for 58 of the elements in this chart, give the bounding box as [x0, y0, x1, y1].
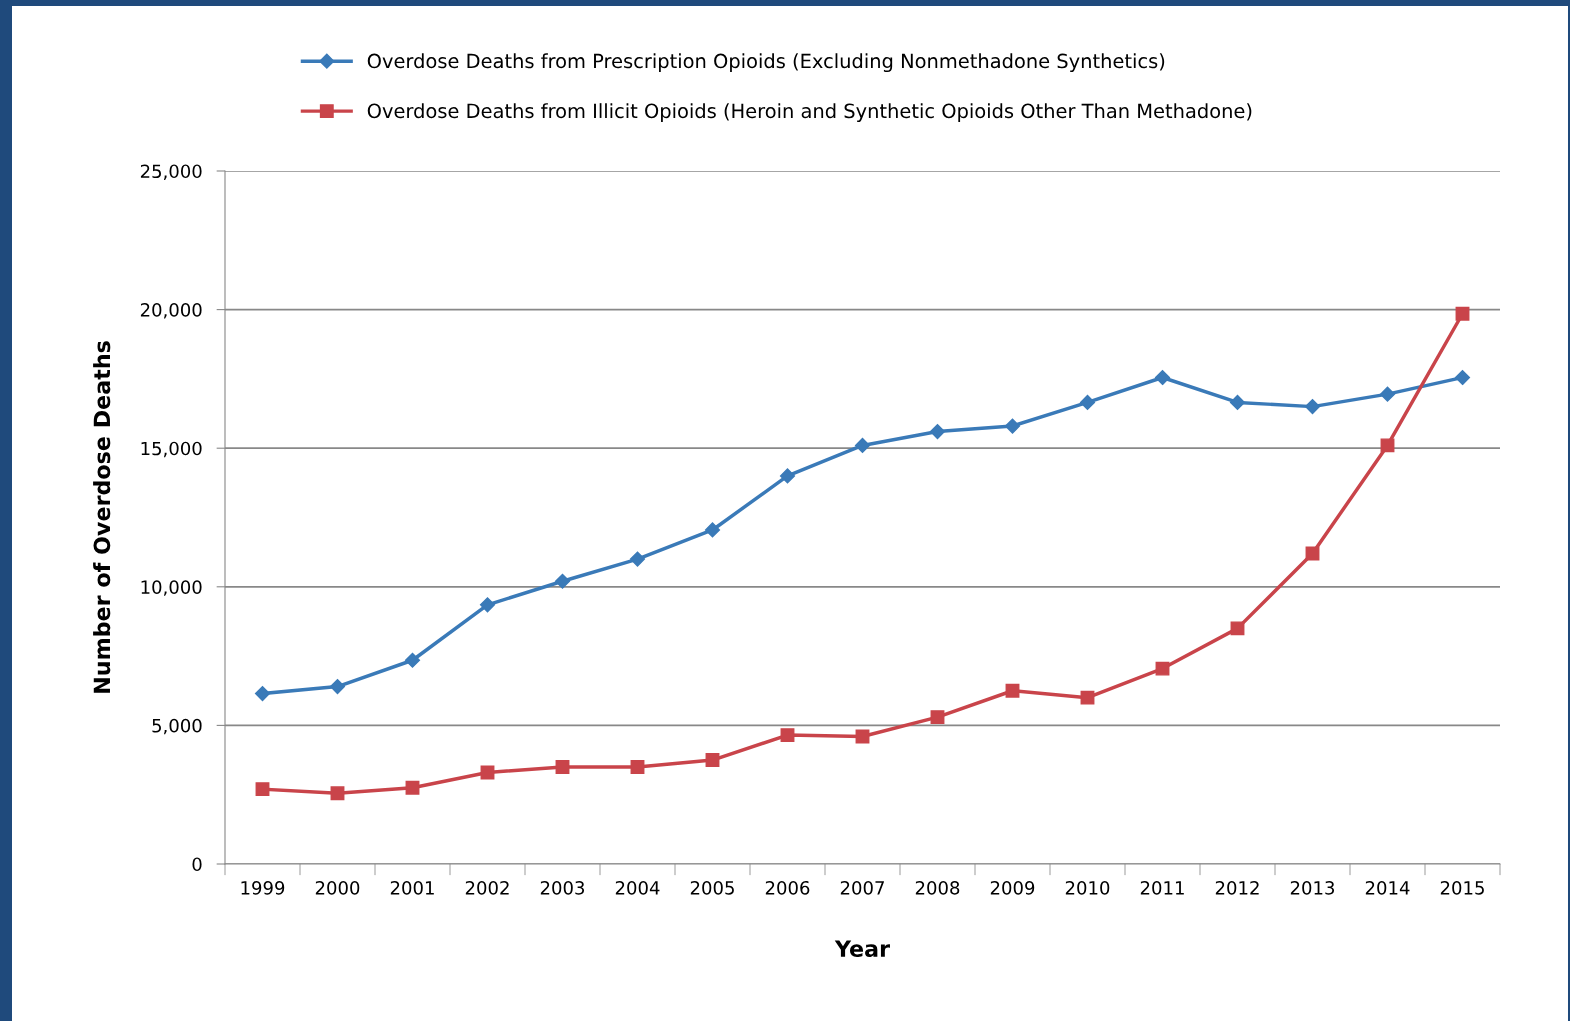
legend-label: Overdose Deaths from Prescription Opioids (Excluding Nonmethadone Synthetics)	[367, 53, 1165, 73]
point	[1380, 438, 1395, 453]
point	[329, 679, 346, 695]
y-tick-label: 15,000	[141, 441, 202, 458]
point	[479, 597, 496, 613]
y-tick-label: 5,000	[152, 718, 202, 735]
legend-label: Overdose Deaths from Illicit Opioids (Heroin and Synthetic Opioids Other Than Methadone)	[367, 103, 1252, 122]
x-tick-label: 2010	[1065, 880, 1110, 895]
x-tick-label: 2001	[390, 880, 434, 895]
y-tick-label: 25,000	[140, 164, 202, 180]
y-tick-label: 20,000	[140, 303, 202, 319]
point	[255, 782, 270, 797]
point	[254, 685, 271, 702]
y-axis-title: Number of Overdose Deaths	[93, 341, 111, 693]
point	[404, 652, 421, 668]
point	[1155, 661, 1170, 676]
x-tick-label: 2015	[1440, 880, 1484, 895]
point	[629, 551, 646, 567]
y-tick-label: 10,000	[141, 580, 202, 596]
x-tick-label: 2002	[465, 880, 509, 895]
point	[930, 710, 945, 725]
y-tick-label: 0	[192, 857, 202, 872]
point	[854, 437, 871, 453]
point	[1229, 394, 1246, 411]
point	[705, 753, 720, 767]
point	[555, 760, 570, 774]
point	[929, 423, 946, 440]
point	[1005, 683, 1020, 698]
point	[1230, 621, 1245, 636]
x-tick-label: 2000	[315, 880, 360, 895]
point	[405, 780, 420, 795]
point	[1079, 394, 1096, 411]
x-tick-label: 2006	[765, 880, 810, 895]
point	[704, 522, 721, 538]
x-axis-title: Year	[834, 940, 890, 958]
x-tick-label: 2012	[1215, 880, 1259, 895]
point	[1080, 690, 1095, 705]
x-tick-label: 2003	[540, 880, 585, 895]
point	[779, 468, 796, 484]
point	[780, 728, 795, 743]
point	[630, 760, 645, 774]
x-tick-label: 2007	[840, 880, 884, 895]
x-tick-label: 2004	[615, 880, 660, 895]
x-tick-label: 2005	[690, 880, 734, 895]
point	[1154, 369, 1171, 386]
point	[1004, 418, 1021, 434]
x-tick-label: 2013	[1290, 880, 1335, 895]
x-tick-label: 2008	[915, 880, 960, 895]
point	[1304, 399, 1321, 415]
point	[1379, 386, 1396, 402]
x-tick-label: 2011	[1140, 880, 1184, 895]
x-tick-label: 1999	[241, 880, 285, 895]
point	[1455, 306, 1470, 321]
point	[554, 573, 571, 589]
x-tick-label: 2014	[1365, 880, 1410, 895]
point	[330, 786, 345, 801]
x-tick-label: 2009	[990, 880, 1035, 895]
point	[1454, 369, 1471, 386]
